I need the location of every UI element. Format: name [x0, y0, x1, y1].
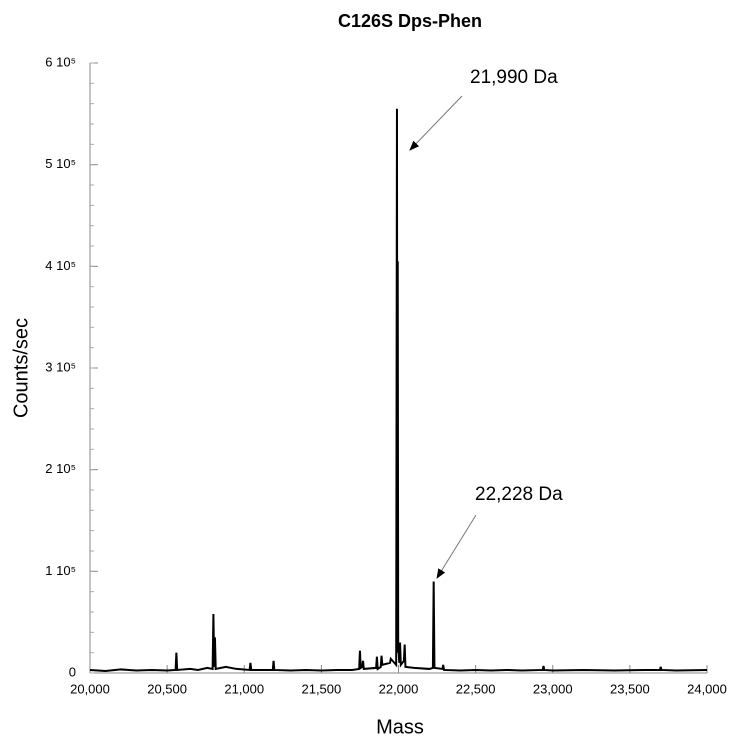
y-tick-label: 2 10⁵	[45, 461, 76, 476]
x-tick-label: 23,500	[610, 681, 650, 696]
annotation: 21,990 Da	[470, 67, 558, 88]
spectrum-line	[89, 108, 708, 672]
annotation-arrow	[409, 95, 463, 151]
y-tick-label: 5 10⁵	[45, 156, 76, 171]
x-tick-label: 22,500	[456, 681, 496, 696]
x-tick-label: 20,500	[147, 681, 187, 696]
x-tick-label: 22,000	[379, 681, 419, 696]
chart-title: C126S Dps-Phen	[338, 11, 482, 31]
x-tick-label: 21,000	[224, 681, 264, 696]
y-tick-label: 3 10⁵	[45, 359, 76, 374]
y-axis-label: Counts/sec	[10, 318, 32, 418]
y-tick-label: 0	[69, 664, 76, 679]
y-tick-label: 4 10⁵	[45, 258, 76, 273]
x-axis-label: Mass	[376, 716, 424, 738]
x-tick-label: 20,000	[70, 681, 110, 696]
annotation: 22,228 Da	[475, 484, 563, 505]
y-tick-label: 1 10⁵	[45, 563, 76, 578]
annotation-arrow	[436, 514, 477, 579]
x-tick-label: 21,500	[301, 681, 341, 696]
y-tick-label: 6 10⁵	[45, 54, 76, 69]
x-tick-label: 23,000	[533, 681, 573, 696]
x-tick-label: 24,000	[687, 681, 727, 696]
